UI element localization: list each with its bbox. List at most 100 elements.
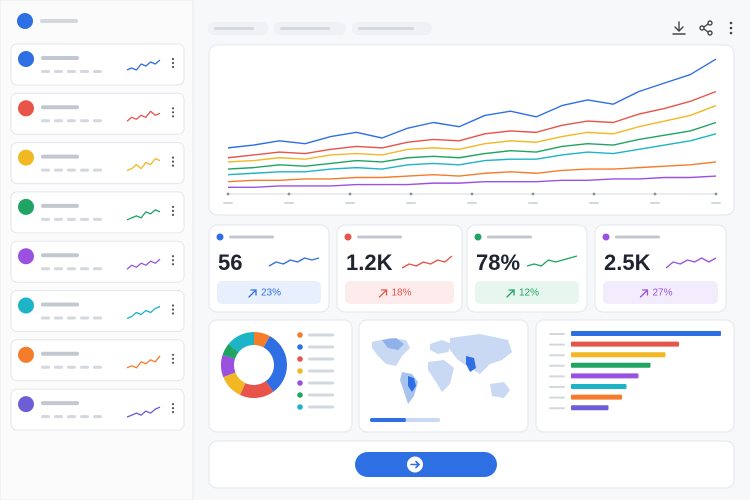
placeholder <box>80 316 89 320</box>
placeholder <box>223 202 233 204</box>
legend-dot <box>297 380 303 386</box>
placeholder <box>80 168 89 172</box>
placeholder <box>549 343 565 346</box>
sidebar-item[interactable] <box>10 339 185 382</box>
menu-dot <box>171 205 175 208</box>
sparkline <box>401 255 453 269</box>
kpi-change: 18% <box>392 288 412 299</box>
filters <box>208 22 432 35</box>
australia <box>490 382 510 398</box>
menu-icon[interactable] <box>729 21 733 35</box>
placeholder <box>67 70 76 73</box>
placeholder <box>284 202 294 204</box>
trend-icon <box>248 289 257 298</box>
kpi-dot <box>474 233 482 241</box>
line-series <box>227 90 717 159</box>
bar <box>571 373 639 379</box>
trend-icon <box>378 289 388 298</box>
menu-dot <box>171 164 175 167</box>
sidebar-item[interactable] <box>10 191 185 234</box>
axis-dot <box>409 192 413 196</box>
placeholder <box>54 316 63 320</box>
placeholder <box>41 105 79 110</box>
sparkline <box>126 110 161 122</box>
trend-icon <box>639 289 649 298</box>
brazil <box>408 376 416 392</box>
menu-dot <box>171 304 175 307</box>
placeholder <box>549 333 565 335</box>
legend-dot <box>297 344 303 350</box>
item-icon <box>18 100 34 117</box>
placeholder <box>93 267 102 271</box>
legend-dot <box>297 332 303 338</box>
logo[interactable] <box>17 13 33 29</box>
item-icon <box>18 51 34 67</box>
sidebar-item[interactable] <box>10 240 185 283</box>
placeholder <box>41 119 50 123</box>
change-pill <box>217 281 321 304</box>
usa <box>382 338 404 350</box>
donut-segment <box>223 371 246 395</box>
kpi-value: 2.5K <box>604 250 651 275</box>
sidebar-item[interactable] <box>10 92 185 135</box>
sidebar-item[interactable] <box>10 142 185 185</box>
kpi-change: 23% <box>261 288 281 299</box>
placeholder <box>80 365 89 369</box>
placeholder <box>93 316 102 320</box>
bar <box>571 405 609 411</box>
legend-dot <box>297 356 303 362</box>
placeholder <box>549 386 565 388</box>
placeholder <box>549 354 565 357</box>
placeholder <box>549 407 565 410</box>
india <box>466 356 476 372</box>
share-icon[interactable] <box>699 20 713 36</box>
placeholder <box>41 415 50 419</box>
placeholder <box>93 168 102 172</box>
menu-dot <box>171 209 175 212</box>
line-chart <box>223 58 721 204</box>
sidebar-item[interactable] <box>10 43 185 86</box>
line-chart-card <box>208 44 735 216</box>
change-pill <box>475 281 579 304</box>
kpi-value: 78% <box>476 250 520 275</box>
placeholder <box>80 415 89 419</box>
axis-dot <box>287 192 291 196</box>
menu-dot <box>171 308 175 311</box>
item-icon <box>18 346 34 363</box>
placeholder <box>358 27 414 30</box>
menu-dot <box>171 411 175 414</box>
placeholder <box>67 217 76 221</box>
placeholder <box>54 415 63 419</box>
placeholder <box>80 267 89 271</box>
sparkline <box>126 355 161 369</box>
item-icon <box>18 396 34 413</box>
placeholder <box>41 56 79 60</box>
bar <box>571 331 721 336</box>
placeholder <box>615 235 660 239</box>
sparkline <box>126 406 161 418</box>
primary-button[interactable] <box>355 452 497 477</box>
item-icon <box>18 297 34 314</box>
placeholder <box>80 217 89 221</box>
placeholder <box>93 365 102 369</box>
menu-dot <box>171 65 175 69</box>
world-map <box>370 334 512 422</box>
placeholder <box>41 217 50 221</box>
placeholder <box>308 393 334 397</box>
placeholder <box>487 235 532 239</box>
axis-dot <box>592 192 596 196</box>
sidebar-item[interactable] <box>10 388 185 431</box>
kpi-change: 27% <box>653 288 673 299</box>
placeholder <box>41 401 79 406</box>
sidebar-item[interactable] <box>10 290 185 332</box>
placeholder <box>67 168 76 172</box>
donut-segment <box>263 336 287 392</box>
placeholder <box>93 70 102 73</box>
placeholder <box>54 168 63 172</box>
placeholder <box>549 375 565 378</box>
placeholder <box>67 415 76 419</box>
download-icon[interactable] <box>672 21 686 35</box>
sidebar-list <box>10 43 185 431</box>
